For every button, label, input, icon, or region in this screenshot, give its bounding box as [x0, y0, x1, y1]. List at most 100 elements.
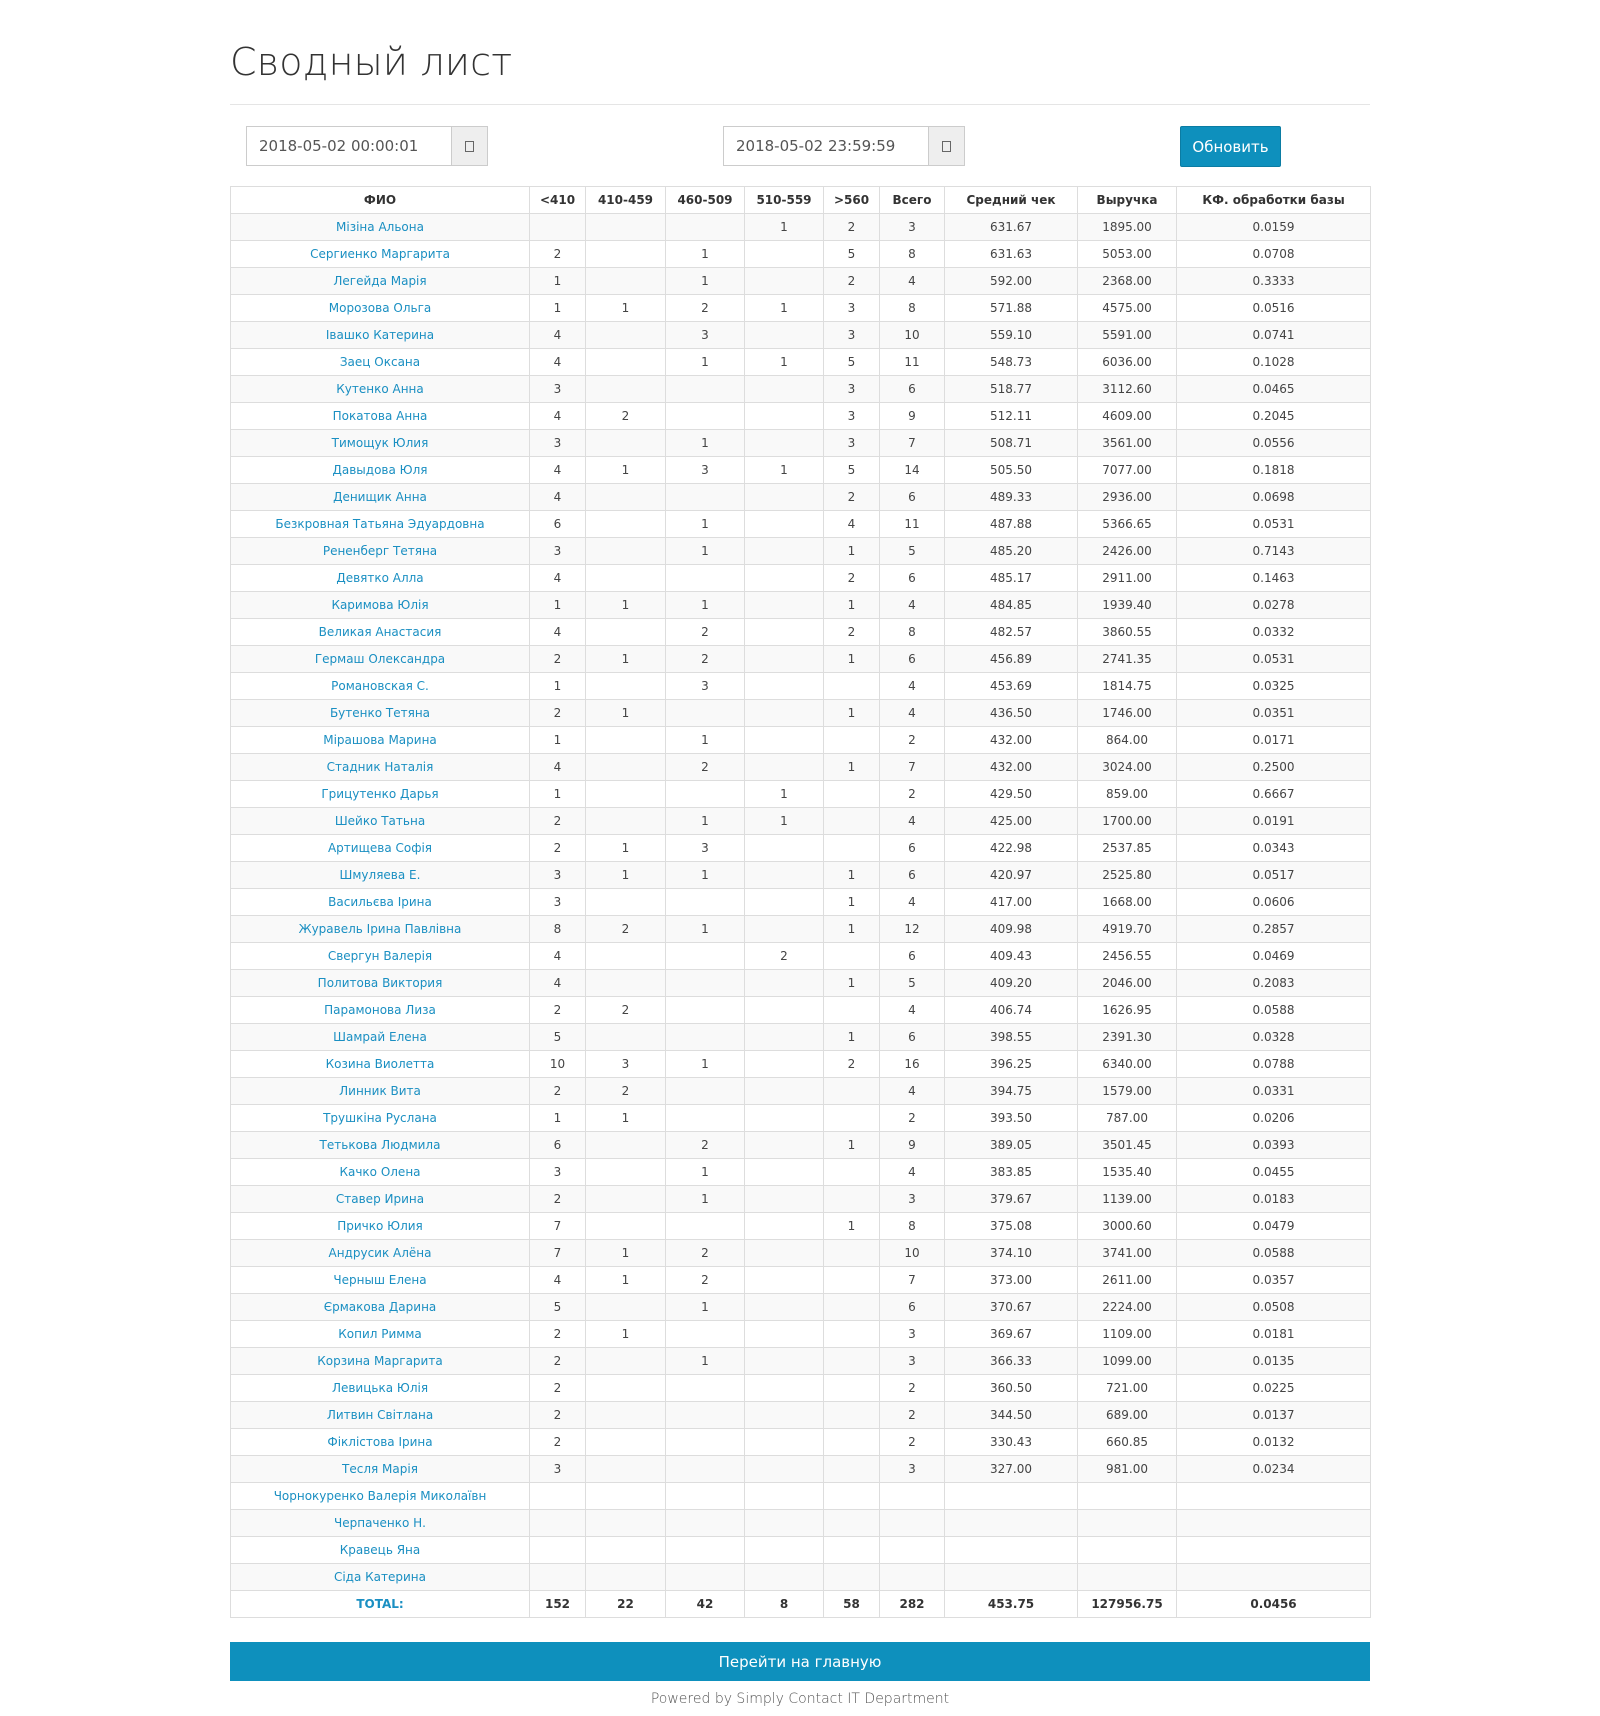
employee-name-link[interactable]: Артищева Софія: [230, 834, 530, 862]
employee-name-link[interactable]: Івашко Катерина: [230, 321, 530, 349]
cell-avg-check: 383.85: [944, 1158, 1078, 1186]
employee-name-link[interactable]: Заец Оксана: [230, 348, 530, 376]
employee-name-link[interactable]: Качко Олена: [230, 1158, 530, 1186]
employee-name-link[interactable]: Морозова Ольга: [230, 294, 530, 322]
cell-base-coef: 0.0132: [1176, 1428, 1371, 1456]
employee-name-link[interactable]: Мізіна Альона: [230, 213, 530, 241]
employee-name-link[interactable]: Линник Вита: [230, 1077, 530, 1105]
cell-total: 16: [879, 1050, 945, 1078]
cell-revenue: 1109.00: [1077, 1320, 1177, 1348]
employee-name-link[interactable]: Ставер Ирина: [230, 1185, 530, 1213]
end-calendar-button[interactable]: [928, 126, 965, 166]
employee-name-link[interactable]: Копил Римма: [230, 1320, 530, 1348]
employee-name-link[interactable]: Мірашова Марина: [230, 726, 530, 754]
start-calendar-button[interactable]: [451, 126, 488, 166]
employee-name-link[interactable]: Литвин Світлана: [230, 1401, 530, 1429]
cell-total: 3: [879, 1185, 945, 1213]
cell-lt410: 3: [529, 375, 586, 403]
cell-avg-check: 409.43: [944, 942, 1078, 970]
table-row: Шейко Татьна 2 1 1 4 425.00 1700.00 0.0191: [230, 807, 1371, 835]
cell-revenue: 2611.00: [1077, 1266, 1177, 1294]
employee-name-link[interactable]: Политова Виктория: [230, 969, 530, 997]
cell-avg-check: 487.88: [944, 510, 1078, 538]
employee-name-link[interactable]: Романовская С.: [230, 672, 530, 700]
employee-name-link[interactable]: Тетькова Людмила: [230, 1131, 530, 1159]
employee-name-link[interactable]: Трушкіна Руслана: [230, 1104, 530, 1132]
cell-460-509: [665, 942, 745, 970]
cell-avg-check: 518.77: [944, 375, 1078, 403]
go-home-button[interactable]: Перейти на главную: [230, 1642, 1370, 1681]
cell-510-559: [744, 1401, 824, 1429]
employee-name-link[interactable]: Легейда Марія: [230, 267, 530, 295]
employee-name-link[interactable]: Тимощук Юлия: [230, 429, 530, 457]
employee-name-link[interactable]: Черпаченко Н.: [230, 1509, 530, 1537]
cell-base-coef: 0.0183: [1176, 1185, 1371, 1213]
employee-name-link[interactable]: Козина Виолетта: [230, 1050, 530, 1078]
employee-name-link[interactable]: Причко Юлия: [230, 1212, 530, 1240]
employee-name-link[interactable]: Гермаш Олександра: [230, 645, 530, 673]
employee-name-link[interactable]: Шамрай Елена: [230, 1023, 530, 1051]
employee-name-link[interactable]: Корзина Маргарита: [230, 1347, 530, 1375]
cell-gt560: 2: [823, 213, 880, 241]
employee-name-link[interactable]: Єрмакова Дарина: [230, 1293, 530, 1321]
employee-name-link[interactable]: Шейко Татьна: [230, 807, 530, 835]
employee-name-link[interactable]: Денищик Анна: [230, 483, 530, 511]
cell-total: 4: [879, 1158, 945, 1186]
employee-name-link[interactable]: Сіда Катерина: [230, 1563, 530, 1591]
total-label: TOTAL:: [230, 1590, 530, 1618]
table-row: Рененберг Тетяна 3 1 1 5 485.20 2426.00 0.7143: [230, 537, 1371, 565]
cell-510-559: [744, 375, 824, 403]
cell-base-coef: 0.0234: [1176, 1455, 1371, 1483]
cell-gt560: 3: [823, 375, 880, 403]
cell-460-509: 2: [665, 753, 745, 781]
employee-name-link[interactable]: Журавель Ірина Павлівна: [230, 915, 530, 943]
cell-base-coef: 0.2857: [1176, 915, 1371, 943]
employee-name-link[interactable]: Великая Анастасия: [230, 618, 530, 646]
cell-410-459: 1: [585, 645, 666, 673]
employee-name-link[interactable]: Черныш Елена: [230, 1266, 530, 1294]
employee-name-link[interactable]: Сергиенко Маргарита: [230, 240, 530, 268]
cell-revenue: 4575.00: [1077, 294, 1177, 322]
employee-name-link[interactable]: Кравець Яна: [230, 1536, 530, 1564]
cell-410-459: [585, 537, 666, 565]
cell-revenue: 981.00: [1077, 1455, 1177, 1483]
cell-gt560: [823, 1563, 880, 1591]
employee-name-link[interactable]: Андрусик Алёна: [230, 1239, 530, 1267]
employee-name-link[interactable]: Парамонова Лиза: [230, 996, 530, 1024]
employee-name-link[interactable]: Шмуляева Е.: [230, 861, 530, 889]
refresh-button[interactable]: Обновить: [1180, 126, 1281, 167]
start-datetime-input[interactable]: [246, 126, 451, 166]
employee-name-link[interactable]: Покатова Анна: [230, 402, 530, 430]
employee-name-link[interactable]: Свергун Валерія: [230, 942, 530, 970]
employee-name-link[interactable]: Грицутенко Дарья: [230, 780, 530, 808]
cell-410-459: [585, 510, 666, 538]
employee-name-link[interactable]: Фіклістова Ірина: [230, 1428, 530, 1456]
employee-name-link[interactable]: Тесля Марія: [230, 1455, 530, 1483]
employee-name-link[interactable]: Давыдова Юля: [230, 456, 530, 484]
cell-gt560: 2: [823, 564, 880, 592]
employee-name-link[interactable]: Чорнокуренко Валерія Миколаївн: [230, 1482, 530, 1510]
employee-name-link[interactable]: Васильєва Ірина: [230, 888, 530, 916]
cell-lt410: 1: [529, 672, 586, 700]
cell-510-559: [744, 699, 824, 727]
cell-avg-check: 360.50: [944, 1374, 1078, 1402]
cell-410-459: 1: [585, 1239, 666, 1267]
cell-base-coef: 0.3333: [1176, 267, 1371, 295]
employee-name-link[interactable]: Безкровная Татьяна Эдуардовна: [230, 510, 530, 538]
employee-name-link[interactable]: Каримова Юлія: [230, 591, 530, 619]
cell-revenue: 1814.75: [1077, 672, 1177, 700]
end-datetime-input[interactable]: [723, 126, 928, 166]
cell-avg-check: 432.00: [944, 726, 1078, 754]
employee-name-link[interactable]: Стадник Наталія: [230, 753, 530, 781]
column-header-name: ФИО: [230, 186, 530, 214]
cell-revenue: 7077.00: [1077, 456, 1177, 484]
cell-revenue: 1579.00: [1077, 1077, 1177, 1105]
table-row: Шамрай Елена 5 1 6 398.55 2391.30 0.0328: [230, 1023, 1371, 1051]
employee-name-link[interactable]: Кутенко Анна: [230, 375, 530, 403]
employee-name-link[interactable]: Левицька Юлія: [230, 1374, 530, 1402]
employee-name-link[interactable]: Рененберг Тетяна: [230, 537, 530, 565]
cell-base-coef: 0.0517: [1176, 861, 1371, 889]
total-total: 282: [879, 1590, 945, 1618]
employee-name-link[interactable]: Девятко Алла: [230, 564, 530, 592]
employee-name-link[interactable]: Бутенко Тетяна: [230, 699, 530, 727]
